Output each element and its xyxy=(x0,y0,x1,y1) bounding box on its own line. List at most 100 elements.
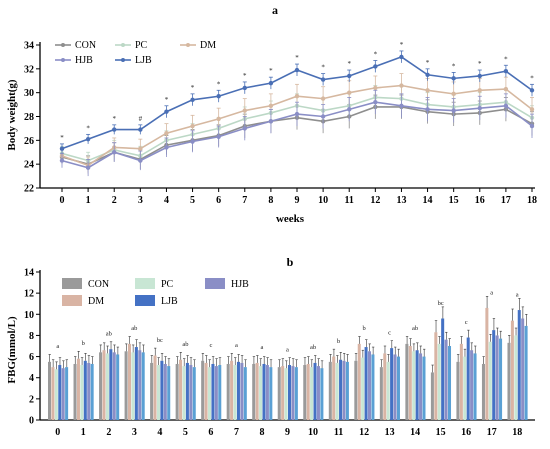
panel-b-bar xyxy=(313,362,317,420)
panel-b-ytick-label: 6 xyxy=(29,352,34,363)
panel-a-legend-label: PC xyxy=(135,40,148,51)
panel-a-point xyxy=(373,100,378,105)
panel-b-bar xyxy=(61,368,65,420)
panel-b-bar xyxy=(83,360,87,420)
panel-a-annotation: * xyxy=(504,55,508,63)
panel-b-bar xyxy=(218,365,222,420)
panel-b-bar xyxy=(412,351,416,420)
panel-a-ylabel: Body weight(g) xyxy=(6,79,18,151)
panel-a-point xyxy=(451,91,456,97)
panel-a-point xyxy=(347,107,352,112)
panel-b-bar xyxy=(517,310,521,420)
panel-a-point xyxy=(477,88,482,93)
panel-b-bar xyxy=(76,358,80,420)
panel-b-bar xyxy=(141,352,145,420)
panel-b-xtick-label: 14 xyxy=(410,427,420,438)
panel-b-legend-label: PC xyxy=(161,279,174,290)
panel-b-bar xyxy=(262,363,266,420)
panel-b-bar xyxy=(160,360,164,420)
panel-a-legend-label: HJB xyxy=(75,55,93,66)
panel-a-point xyxy=(164,109,169,114)
panel-a-ytick-label: 32 xyxy=(24,64,34,75)
panel-a-legend-marker xyxy=(61,43,65,47)
panel-a-point xyxy=(242,126,247,131)
panel-b-bar xyxy=(481,363,485,420)
panel-a-xtick-label: 18 xyxy=(527,195,537,206)
panel-b-bar xyxy=(201,360,205,420)
panel-b-bar xyxy=(294,367,298,420)
panel-b-bar xyxy=(236,361,240,420)
panel-b-sig-letter: a xyxy=(261,344,264,351)
panel-b-sig-letter: b xyxy=(362,325,365,332)
panel-b-bar xyxy=(354,360,358,420)
panel-b-bar xyxy=(277,367,281,420)
panel-a-annotation: * xyxy=(86,124,90,132)
panel-a-xtick-label: 2 xyxy=(112,195,117,206)
panel-a-xtick-label: 17 xyxy=(501,195,511,206)
panel-a-point xyxy=(85,136,91,142)
panel-a-point xyxy=(320,114,326,119)
panel-a-point xyxy=(451,108,456,113)
panel-a-ytick-label: 28 xyxy=(24,112,34,123)
panel-b-bar xyxy=(73,363,77,420)
panel-b-bar xyxy=(243,367,247,420)
panel-a-point xyxy=(190,97,195,103)
panel-a-annotation: * xyxy=(452,62,456,70)
panel-b-bar xyxy=(386,361,390,420)
panel-b-bar xyxy=(128,343,132,420)
panel-a-point xyxy=(477,73,482,79)
panel-b-bar xyxy=(339,359,343,420)
panel-a-annotation: * xyxy=(426,59,430,67)
panel-b-bar xyxy=(405,343,409,420)
panel-a-xtick-label: 6 xyxy=(216,195,221,206)
panel-a-point xyxy=(112,127,117,132)
panel-b-bar xyxy=(316,366,320,420)
panel-b-bar xyxy=(134,347,138,420)
panel-a-ytick-label: 26 xyxy=(24,136,34,147)
panel-b-bar xyxy=(390,348,394,420)
panel-b-bar xyxy=(281,366,285,420)
panel-b-sig-letter: a xyxy=(56,343,59,350)
panel-a-point xyxy=(294,67,300,73)
panel-a-point xyxy=(347,73,352,79)
panel-b-bar xyxy=(320,368,324,420)
panel-b-sig-letter: ab xyxy=(412,325,418,332)
panel-a-annotation: * xyxy=(217,80,221,88)
panel-a-point xyxy=(59,158,65,163)
panel-a-xtick-label: 3 xyxy=(138,195,143,206)
panel-a-point xyxy=(373,85,378,91)
panel-b-bar xyxy=(179,359,183,420)
panel-a-annotation: * xyxy=(243,72,247,80)
panel-b-ytick-label: 0 xyxy=(29,416,34,427)
panel-b-bar xyxy=(393,354,397,420)
panel-b-bar xyxy=(185,362,189,420)
panel-b-bar xyxy=(167,366,171,420)
panel-b-sig-letter: a xyxy=(516,291,519,298)
panel-b-bar xyxy=(255,362,259,420)
panel-b-bar xyxy=(284,368,288,420)
panel-b-bar xyxy=(80,365,84,420)
panel-b-xtick-label: 4 xyxy=(157,427,162,438)
panel-a-annotation: * xyxy=(269,67,273,75)
panel-b-sig-letter: c xyxy=(465,319,468,326)
panel-b-bar xyxy=(430,372,434,420)
panel-b-bar xyxy=(51,367,55,420)
panel-a-point xyxy=(529,107,535,112)
panel-b-legend-label: CON xyxy=(88,279,109,290)
panel-a-point xyxy=(399,103,404,108)
panel-b-bar xyxy=(488,341,492,420)
panel-b-bar xyxy=(58,365,62,420)
panel-a-legend: CON PC DM HJB LJB xyxy=(55,40,216,66)
panel-a-xtick-label: 4 xyxy=(164,195,169,206)
panel-b-ytick-label: 8 xyxy=(29,331,34,342)
panel-b-bar xyxy=(492,330,496,420)
panel-a-point xyxy=(216,134,221,139)
panel-b-bar xyxy=(156,365,160,420)
panel-b-bar xyxy=(230,360,234,420)
panel-b-ytick-label: 2 xyxy=(29,394,34,405)
panel-a-point xyxy=(503,103,509,108)
panel-a-xtick-label: 1 xyxy=(86,195,91,206)
panel-a-point xyxy=(503,69,509,74)
panel-b-bar xyxy=(87,362,91,420)
panel-a-annotation: * xyxy=(295,54,299,62)
